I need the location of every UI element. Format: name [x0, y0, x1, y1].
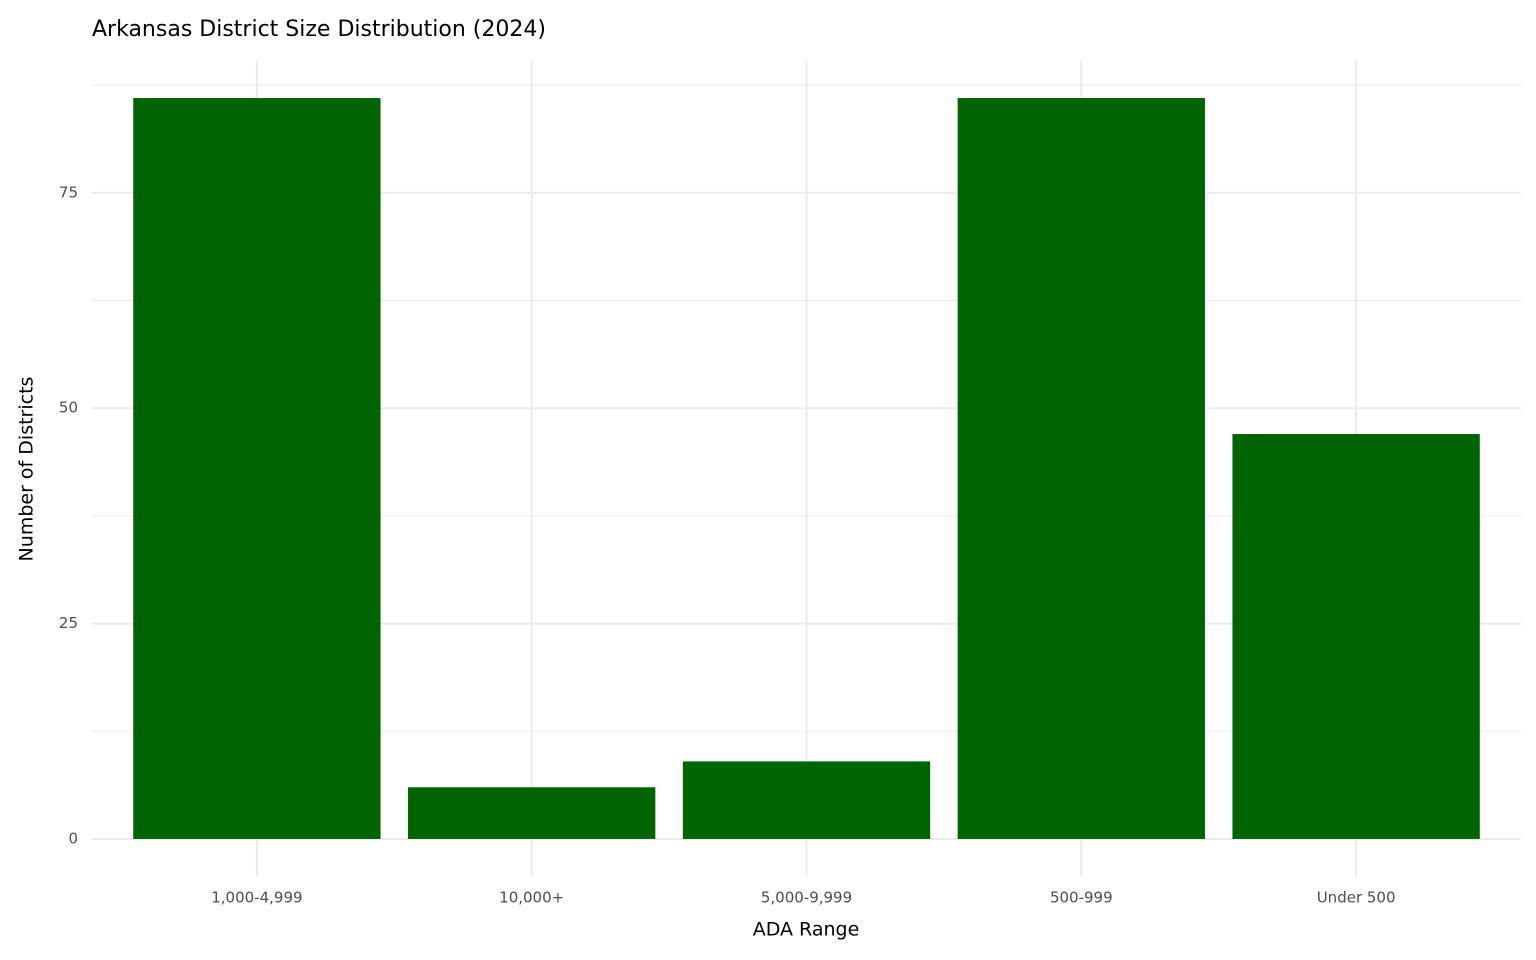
y-tick-label: 50	[59, 399, 78, 417]
x-tick-label: 1,000-4,999	[211, 889, 302, 907]
bar	[682, 761, 931, 839]
y-tick-label: 25	[59, 614, 78, 632]
bar	[133, 98, 381, 839]
x-tick-label: Under 500	[1317, 889, 1396, 907]
y-tick-label: 0	[68, 829, 78, 847]
x-tick-label: 500-999	[1050, 889, 1113, 907]
x-tick-label: 5,000-9,999	[761, 889, 852, 907]
y-tick-label: 75	[59, 183, 78, 201]
y-axis-title: Number of Districts	[16, 377, 38, 562]
bar	[1232, 434, 1480, 839]
bar	[957, 98, 1205, 839]
bar	[408, 787, 656, 839]
x-tick-label: 10,000+	[499, 889, 564, 907]
chart-title: Arkansas District Size Distribution (202…	[92, 17, 546, 42]
x-axis-title: ADA Range	[753, 919, 860, 941]
